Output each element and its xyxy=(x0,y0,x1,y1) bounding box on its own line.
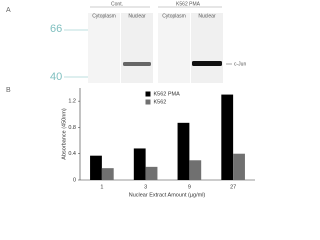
blot-band xyxy=(192,61,222,66)
bar xyxy=(145,166,158,180)
bar xyxy=(90,155,102,180)
group-label: Cont. xyxy=(111,1,123,7)
panel-label: B xyxy=(6,87,11,94)
blot-lane xyxy=(191,13,223,83)
figure: A Cont. K562 PMA Cytoplasm Nuclear Cytop… xyxy=(6,1,255,198)
legend-swatch xyxy=(145,91,151,97)
x-tick-label: 27 xyxy=(230,184,236,190)
lane-label: Cytoplasm xyxy=(162,13,186,19)
y-tick-label: 1.2 xyxy=(68,99,76,105)
bar xyxy=(101,168,114,180)
legend-label: K562 PMA xyxy=(154,91,181,97)
x-tick-label: 1 xyxy=(100,184,103,190)
bar xyxy=(133,148,146,180)
band-label: c-Jun xyxy=(234,61,246,67)
panel-label: A xyxy=(6,7,11,14)
bar xyxy=(177,122,190,180)
lane-label: Nuclear xyxy=(198,13,216,19)
lane-label: Nuclear xyxy=(128,13,146,19)
blot-lane xyxy=(121,13,153,83)
y-axis-title: Absorbance (450nm) xyxy=(61,108,67,160)
x-tick-label: 9 xyxy=(188,184,191,190)
mw-marker: 66 xyxy=(50,23,62,35)
y-tick-label: 0 xyxy=(73,177,76,183)
x-tick-label: 3 xyxy=(144,184,147,190)
y-tick-label: 0.8 xyxy=(68,125,76,131)
y-tick-label: 0.4 xyxy=(68,151,76,157)
bar xyxy=(189,160,202,180)
bar xyxy=(221,94,234,180)
blot-lane xyxy=(88,13,120,83)
mw-marker: 40 xyxy=(50,71,62,83)
legend-label: K562 xyxy=(154,99,167,105)
bar xyxy=(233,153,245,180)
group-label: K562 PMA xyxy=(176,1,201,7)
x-axis-title: Nuclear Extract Amount (µg/ml) xyxy=(129,192,206,198)
lane-label: Cytoplasm xyxy=(92,13,116,19)
blot-band xyxy=(123,62,151,66)
blot-lane xyxy=(158,13,190,83)
legend-swatch xyxy=(145,99,151,105)
